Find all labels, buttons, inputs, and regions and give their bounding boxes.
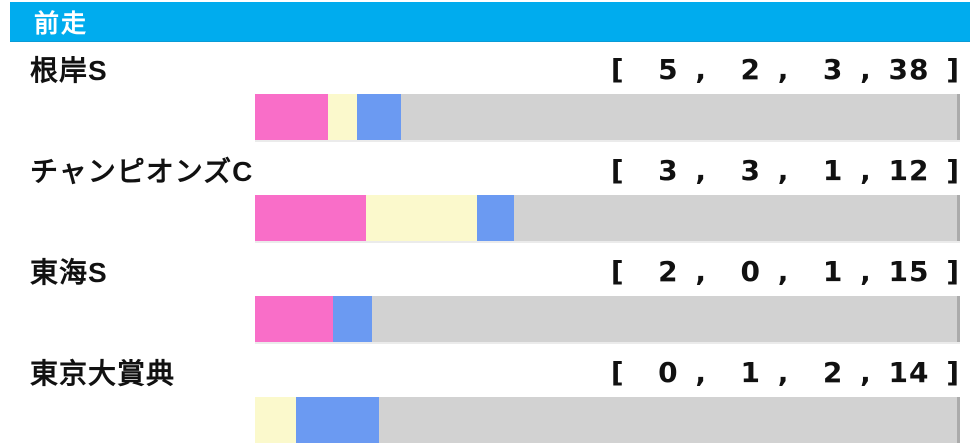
gray-segment <box>513 195 958 241</box>
pink-segment <box>255 195 366 241</box>
race-row-head: 根岸S [ 5 , 2 , 3 , 38 ] <box>0 44 980 94</box>
cream-segment <box>255 397 297 443</box>
cream-segment <box>328 94 358 140</box>
race-name: 東海S <box>30 257 108 288</box>
record-values: [ 2 , 0 , 1 , 15 ] <box>610 254 960 288</box>
pink-segment <box>255 94 329 140</box>
race-row-head: 東海S [ 2 , 0 , 1 , 15 ] <box>0 246 980 296</box>
pink-segment <box>255 296 333 342</box>
race-name: チャンピオンズC <box>30 156 254 187</box>
gray-segment <box>401 94 957 140</box>
record-values: [ 0 , 1 , 2 , 14 ] <box>610 355 960 389</box>
record-values: [ 3 , 3 , 1 , 12 ] <box>610 153 960 187</box>
race-row: 東海S [ 2 , 0 , 1 , 15 ] <box>0 246 980 342</box>
cream-segment <box>365 195 477 241</box>
race-row: チャンピオンズC [ 3 , 3 , 1 , 12 ] <box>0 145 980 241</box>
race-name: 東京大賞典 <box>30 358 176 389</box>
gray-segment <box>372 296 957 342</box>
stacked-bar <box>255 94 960 140</box>
race-row-head: チャンピオンズC [ 3 , 3 , 1 , 12 ] <box>0 145 980 195</box>
section-title: 前走 <box>34 9 89 38</box>
stacked-bar <box>255 397 960 443</box>
blue-segment <box>476 195 514 241</box>
race-row: 根岸S [ 5 , 2 , 3 , 38 ] <box>0 44 980 140</box>
race-row-head: 東京大賞典 [ 0 , 1 , 2 , 14 ] <box>0 347 980 397</box>
gray-segment <box>378 397 958 443</box>
race-name: 根岸S <box>30 55 108 86</box>
race-rows: 根岸S [ 5 , 2 , 3 , 38 ] チャンピオンズC [ 3 , 3 … <box>0 44 980 443</box>
blue-segment <box>357 94 402 140</box>
stacked-bar <box>255 195 960 241</box>
record-values: [ 5 , 2 , 3 , 38 ] <box>610 52 960 86</box>
stacked-bar <box>255 296 960 342</box>
blue-segment <box>296 397 379 443</box>
race-row: 東京大賞典 [ 0 , 1 , 2 , 14 ] <box>0 347 980 443</box>
section-header: 前走 <box>10 2 970 42</box>
blue-segment <box>333 296 372 342</box>
